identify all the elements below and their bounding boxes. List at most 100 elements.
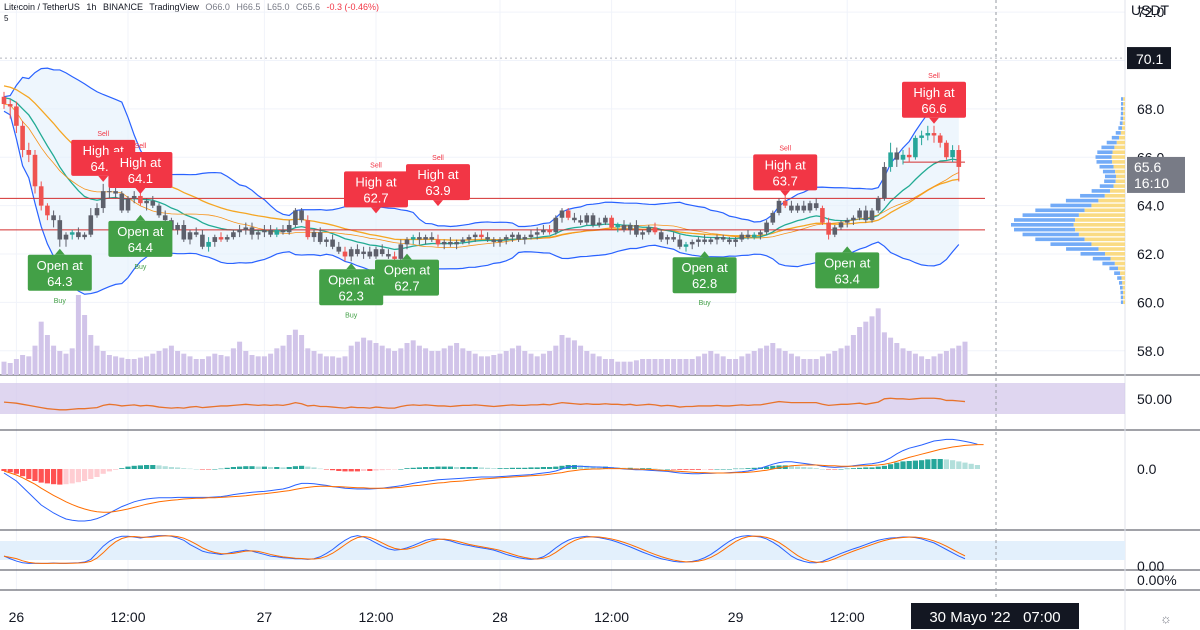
- candle-body: [646, 227, 652, 233]
- profile-bar-down: [1104, 193, 1125, 198]
- candle-body: [342, 251, 348, 257]
- macd-histogram-bar: [478, 467, 484, 469]
- candle-body: [218, 237, 224, 240]
- stochastic-d-line: [3, 535, 966, 564]
- volume-bar: [317, 353, 323, 375]
- candle-body: [838, 222, 844, 228]
- price-tick: 72.0: [1137, 4, 1164, 20]
- profile-bar-down: [1091, 242, 1125, 246]
- macd-histogram-bar: [38, 469, 44, 483]
- macd-histogram-bar: [237, 466, 243, 469]
- profile-bar-down: [1122, 121, 1125, 125]
- chart-header: Litecoin / TetherUS 1h BINANCE TradingVi…: [4, 2, 383, 12]
- signal-value: 66.6: [921, 101, 946, 116]
- macd-histogram-bar: [311, 467, 317, 469]
- candle-body: [485, 237, 490, 240]
- candle-body: [82, 234, 87, 238]
- candle-body: [683, 244, 689, 247]
- interval-label[interactable]: 1h: [86, 2, 97, 12]
- volume-bar: [962, 341, 968, 375]
- volume-bar: [602, 359, 608, 375]
- indicator-count[interactable]: 5: [4, 14, 9, 23]
- candle-body: [330, 239, 335, 247]
- candle-body: [658, 232, 664, 240]
- volume-bar: [522, 351, 528, 375]
- volume-bar: [553, 345, 559, 375]
- price-tag-box: [1127, 156, 1185, 193]
- macd-histogram-bar: [664, 469, 670, 470]
- volume-bar: [764, 345, 770, 375]
- signal-box: [375, 259, 439, 296]
- volume-bar: [342, 356, 348, 375]
- candle-body: [547, 229, 552, 233]
- macd-histogram-bar: [559, 465, 565, 469]
- candle-body: [144, 200, 149, 204]
- macd-histogram-bar: [7, 469, 13, 473]
- candle-body: [894, 152, 900, 160]
- candle-body: [255, 232, 261, 235]
- candle-body: [516, 234, 521, 240]
- profile-bar-down: [1112, 150, 1125, 155]
- profile-bar-up: [1120, 106, 1124, 111]
- candle-body: [379, 249, 385, 255]
- macd-histogram-bar: [689, 469, 695, 470]
- candle-body: [113, 191, 118, 194]
- macd-histogram-bar: [199, 469, 205, 470]
- volume-bar: [801, 359, 807, 375]
- profile-bar-up: [1101, 145, 1115, 150]
- volume-bar: [447, 345, 453, 375]
- volume-bar: [900, 348, 906, 375]
- candle-body: [69, 232, 75, 235]
- macd-histogram-bar: [82, 469, 88, 481]
- candle-body: [702, 239, 707, 242]
- macd-histogram-bar: [695, 469, 701, 470]
- candle-body: [274, 229, 280, 235]
- macd-histogram-bar: [503, 468, 509, 469]
- volume-bar: [807, 359, 813, 375]
- volume-bar: [330, 356, 336, 375]
- volume-bar: [857, 327, 863, 375]
- volume-bar: [584, 351, 590, 375]
- volume-bar: [392, 351, 398, 375]
- macd-histogram-bar: [125, 466, 131, 469]
- price-tick: 64.0: [1137, 198, 1164, 214]
- ohlc-open: O66.0: [205, 2, 230, 12]
- volume-bar: [950, 348, 956, 375]
- profile-bar-down: [1122, 285, 1125, 290]
- profile-bar-up: [1066, 247, 1099, 251]
- volume-bar: [485, 356, 491, 375]
- volume-bar: [689, 359, 695, 375]
- signal-tag: Sell: [370, 162, 382, 169]
- macd-histogram-bar: [410, 467, 416, 469]
- macd-histogram-bar: [32, 469, 38, 481]
- volume-bar: [739, 356, 745, 375]
- profile-bar-down: [1122, 126, 1125, 130]
- profile-bar-up: [1010, 223, 1074, 227]
- volume-bar: [491, 355, 497, 375]
- macd-histogram-bar: [974, 465, 980, 469]
- profile-bar-down: [1113, 184, 1125, 188]
- symbol-name[interactable]: Litecoin / TetherUS: [4, 2, 80, 12]
- candle-body: [857, 210, 862, 218]
- candle-body: [94, 208, 100, 216]
- volume-bar: [466, 351, 472, 375]
- volume-bar: [881, 332, 887, 375]
- volume-bar: [175, 351, 181, 375]
- signal-box: [27, 254, 92, 291]
- volume-bar: [7, 363, 13, 375]
- profile-bar-down: [1112, 160, 1125, 164]
- volume-bar: [497, 353, 503, 375]
- candle-body: [863, 210, 869, 221]
- signal-pointer: [842, 246, 853, 253]
- volume-bar: [695, 356, 701, 375]
- macd-histogram-bar: [658, 469, 664, 470]
- profile-bar-up: [1120, 111, 1124, 116]
- candle-body: [454, 241, 459, 245]
- currency-unit[interactable]: USDT: [1131, 2, 1170, 18]
- gear-icon[interactable]: ☼: [1160, 611, 1172, 626]
- candle-body: [392, 256, 397, 259]
